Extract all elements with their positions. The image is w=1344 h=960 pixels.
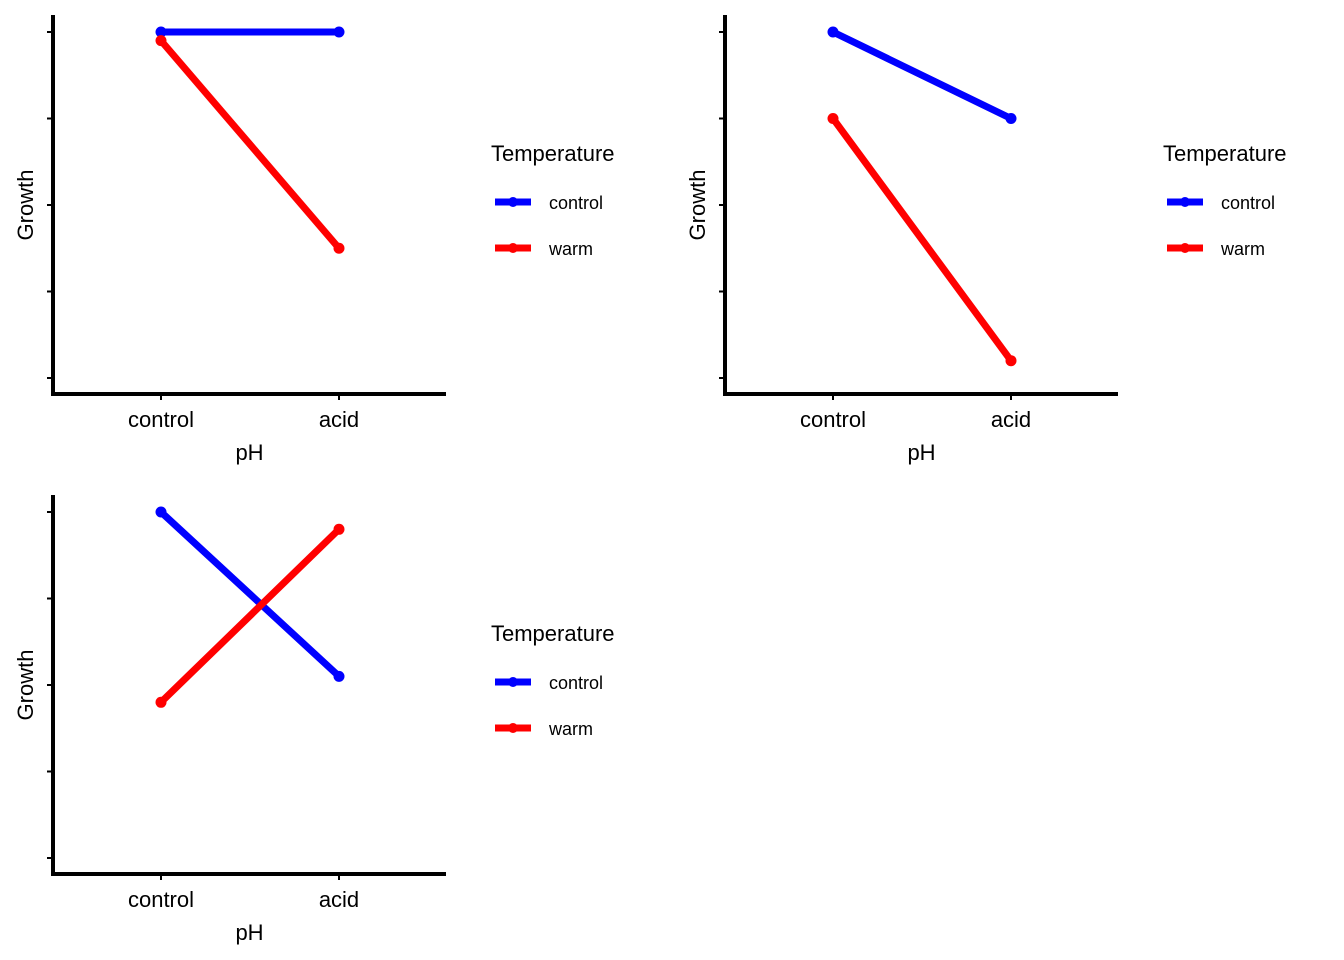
x-axis-title: pH xyxy=(235,920,263,945)
legend-label-control: control xyxy=(549,193,603,213)
chart-panel-2: control acid pH Growth Temperature control war… xyxy=(685,15,1287,465)
data-point-control-control xyxy=(827,26,839,38)
y-axis-title: Growth xyxy=(685,170,710,241)
series-line-warm xyxy=(158,38,342,251)
legend-key-point-warm xyxy=(508,723,518,733)
data-point-warm-acid xyxy=(333,242,345,254)
data-point-control-control xyxy=(155,26,167,38)
series-line-control xyxy=(158,509,342,679)
series-line-warm xyxy=(158,526,342,705)
legend-title: Temperature xyxy=(1163,141,1287,166)
legend-key-point-warm xyxy=(1180,243,1190,253)
x-tick-label: acid xyxy=(319,407,359,432)
legend-title: Temperature xyxy=(491,141,615,166)
legend-key-point-control xyxy=(1180,197,1190,207)
legend-label-control: control xyxy=(1221,193,1275,213)
x-tick-label: control xyxy=(800,407,866,432)
data-point-warm-control xyxy=(155,35,167,47)
legend-label-warm: warm xyxy=(548,719,593,739)
data-point-warm-acid xyxy=(1005,355,1017,367)
data-point-control-acid xyxy=(333,26,345,38)
legend-key-point-warm xyxy=(508,243,518,253)
x-tick-label: acid xyxy=(319,887,359,912)
chart-panel-1: control acid pH Growth Temperature control war… xyxy=(13,15,615,465)
data-point-control-acid xyxy=(1005,113,1017,124)
data-point-control-control xyxy=(155,506,167,518)
legend-key-point-control xyxy=(508,677,518,687)
chart-panel-3: control acid pH Growth Temperature control war… xyxy=(13,495,615,945)
y-axis-title: Growth xyxy=(13,170,38,241)
x-tick-label: control xyxy=(128,407,194,432)
data-point-warm-acid xyxy=(333,523,345,535)
legend-label-warm: warm xyxy=(1220,239,1265,259)
x-axis-title: pH xyxy=(235,440,263,465)
legend-label-warm: warm xyxy=(548,239,593,259)
legend-key-point-control xyxy=(508,197,518,207)
data-point-warm-control xyxy=(827,113,839,124)
y-axis-title: Growth xyxy=(13,650,38,721)
series-line-control xyxy=(831,28,1013,122)
data-point-control-acid xyxy=(333,670,345,682)
legend-title: Temperature xyxy=(491,621,615,646)
x-tick-label: acid xyxy=(991,407,1031,432)
legend-label-control: control xyxy=(549,673,603,693)
x-axis-title: pH xyxy=(907,440,935,465)
series-line-warm xyxy=(830,116,1014,363)
data-point-warm-control xyxy=(155,696,167,708)
x-tick-label: control xyxy=(128,887,194,912)
